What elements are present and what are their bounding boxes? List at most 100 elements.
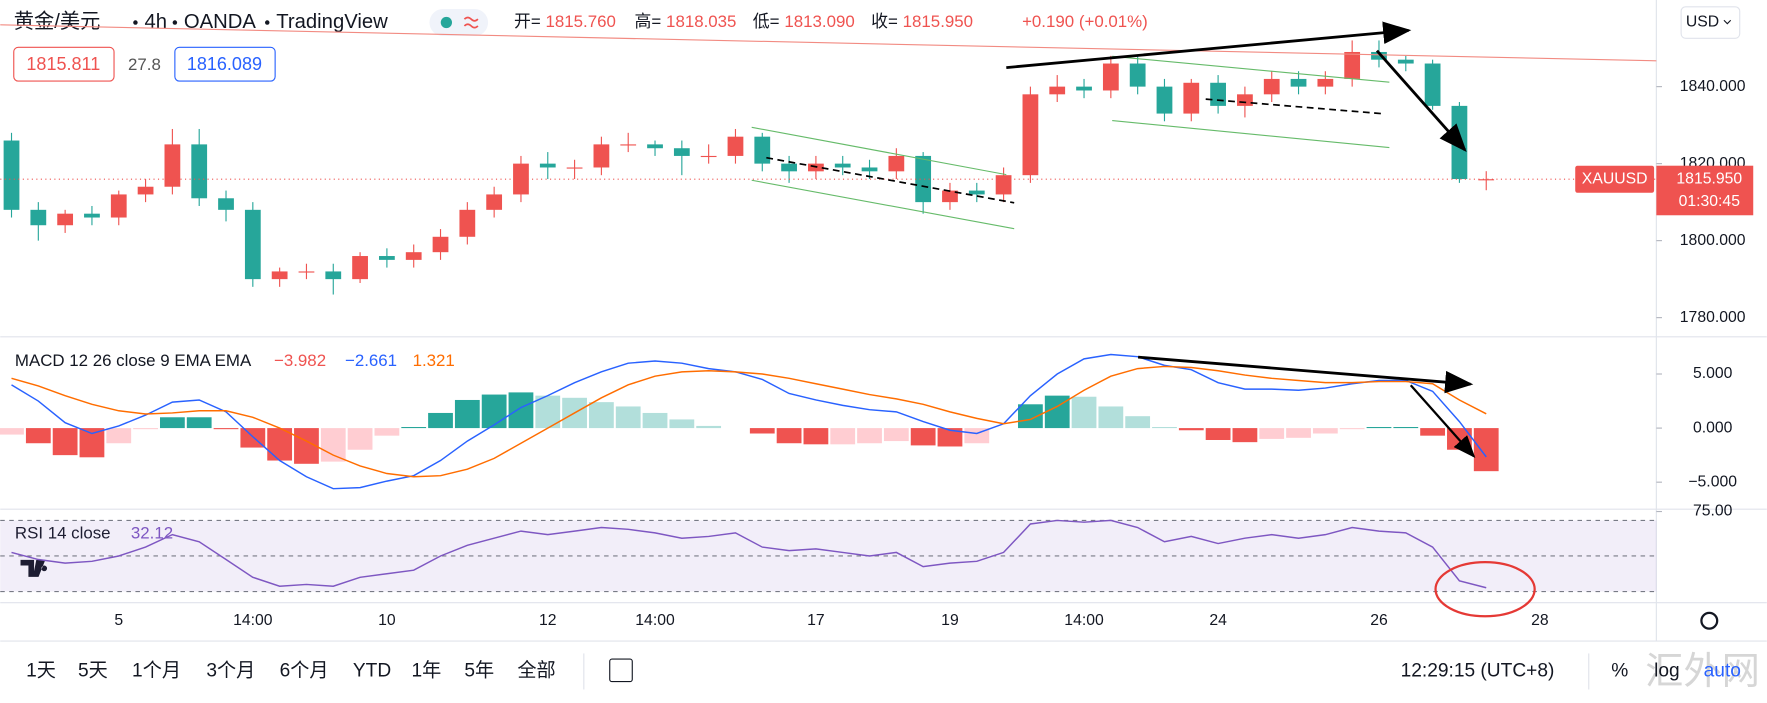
range-button[interactable]: 5天 <box>78 661 108 682</box>
histogram-bar <box>1178 428 1204 431</box>
histogram-bar <box>25 428 51 444</box>
range-button[interactable]: 1年 <box>411 660 441 682</box>
buy-button[interactable] <box>174 46 276 82</box>
histogram-bar <box>1366 427 1392 429</box>
histogram-bar <box>428 412 453 429</box>
arrow <box>1006 21 1412 69</box>
histogram-bar <box>1205 428 1231 440</box>
channel-line <box>1112 55 1390 83</box>
candle-body <box>888 155 905 172</box>
interval[interactable]: 4h <box>144 11 167 33</box>
status-badge[interactable] <box>429 9 489 37</box>
candle-body <box>1344 51 1361 79</box>
candle-body <box>218 198 234 210</box>
histogram-bar <box>1071 396 1097 429</box>
separator <box>264 20 270 25</box>
x-tick-label: 26 <box>1370 612 1388 629</box>
price-label: 1815.950 <box>1676 170 1742 187</box>
sell-button[interactable] <box>13 46 115 82</box>
candle-body <box>1397 59 1414 64</box>
candle-body <box>620 144 637 146</box>
histogram-bar <box>696 425 722 429</box>
ask: 1816.089 <box>187 54 262 74</box>
histogram-bar <box>615 406 641 429</box>
y-tick-label: −5.000 <box>1688 473 1737 490</box>
ohlc-label: 低= <box>753 12 780 31</box>
histogram-bar <box>1125 416 1151 429</box>
macd-title: MACD 12 26 close 9 EMA EMA <box>15 351 252 370</box>
macd-line <box>11 353 1487 490</box>
candle-body <box>1237 94 1253 106</box>
range-button[interactable]: 1个月 <box>132 660 181 682</box>
range-button[interactable]: YTD <box>353 661 391 682</box>
goto-date-button[interactable] <box>609 658 633 683</box>
histogram-bar <box>1259 428 1285 439</box>
log-button[interactable]: log <box>1654 661 1680 682</box>
candle-body <box>352 256 368 280</box>
histogram-bar <box>1286 428 1311 438</box>
bid: 1815.811 <box>26 54 100 74</box>
candle-body <box>1022 94 1039 176</box>
candle-body <box>459 209 476 237</box>
y-tick-label: 1840.000 <box>1680 78 1746 95</box>
candle-body <box>1263 78 1280 95</box>
x-tick-label: 19 <box>941 612 959 629</box>
status-icon <box>463 16 479 29</box>
channel-line <box>751 126 1007 176</box>
logo <box>20 559 48 577</box>
currency-button[interactable] <box>1680 6 1741 39</box>
macd-hist-value: −3.982 <box>274 351 326 370</box>
auto-button[interactable]: auto <box>1704 661 1741 682</box>
y-tick-label: 75.00 <box>1693 503 1733 520</box>
candle-body <box>57 213 74 226</box>
candle-body <box>1129 63 1146 87</box>
ohlc-label: 高= <box>635 12 662 31</box>
countdown: 01:30:45 <box>1679 193 1741 210</box>
range-button[interactable]: 1天 <box>26 661 56 682</box>
candle-body <box>513 163 529 195</box>
histogram-bar <box>1152 427 1177 429</box>
candle-body <box>593 144 610 168</box>
histogram-bar <box>749 428 775 434</box>
candle-body <box>861 167 878 172</box>
candle-body <box>325 271 342 280</box>
histogram-bar <box>347 428 373 450</box>
candle-body <box>1210 82 1226 106</box>
candle-body <box>298 271 315 273</box>
histogram-bar <box>669 419 695 429</box>
x-tick-label: 12 <box>539 612 557 629</box>
histogram-bar <box>1018 404 1043 429</box>
arrow <box>1375 49 1467 152</box>
percent-button[interactable]: % <box>1611 661 1628 682</box>
macd-value: −2.661 <box>345 351 397 370</box>
candle-body <box>1183 82 1200 114</box>
histogram-bar <box>508 392 534 429</box>
candle-body <box>647 144 663 149</box>
y-tick-label: 0.000 <box>1693 419 1733 436</box>
histogram-bar <box>133 428 158 430</box>
histogram-bar <box>830 428 856 445</box>
candle-body <box>191 144 208 199</box>
candle-body <box>84 213 100 218</box>
x-tick-label: 17 <box>807 612 825 629</box>
separator <box>172 20 178 25</box>
arrow <box>1409 384 1476 458</box>
range-button[interactable]: 5年 <box>464 660 494 682</box>
candle-body <box>1076 86 1092 91</box>
candle-body <box>432 236 449 253</box>
candle-body <box>271 271 288 280</box>
histogram-bar <box>320 428 346 462</box>
range-button[interactable]: 3个月 <box>206 660 255 682</box>
ohlc-value: 1815.950 <box>903 12 973 31</box>
dashed-line <box>1205 98 1384 115</box>
pane-borders <box>0 0 1767 642</box>
candle-body <box>244 209 261 280</box>
range-button[interactable]: 6个月 <box>280 660 329 682</box>
settings-button[interactable] <box>1700 611 1719 630</box>
candle-body <box>727 136 744 156</box>
ohlc-value: 1813.090 <box>784 12 854 31</box>
y-tick-label: 1800.000 <box>1680 232 1746 249</box>
candle-body <box>834 163 851 168</box>
range-button[interactable]: 全部 <box>517 660 555 682</box>
